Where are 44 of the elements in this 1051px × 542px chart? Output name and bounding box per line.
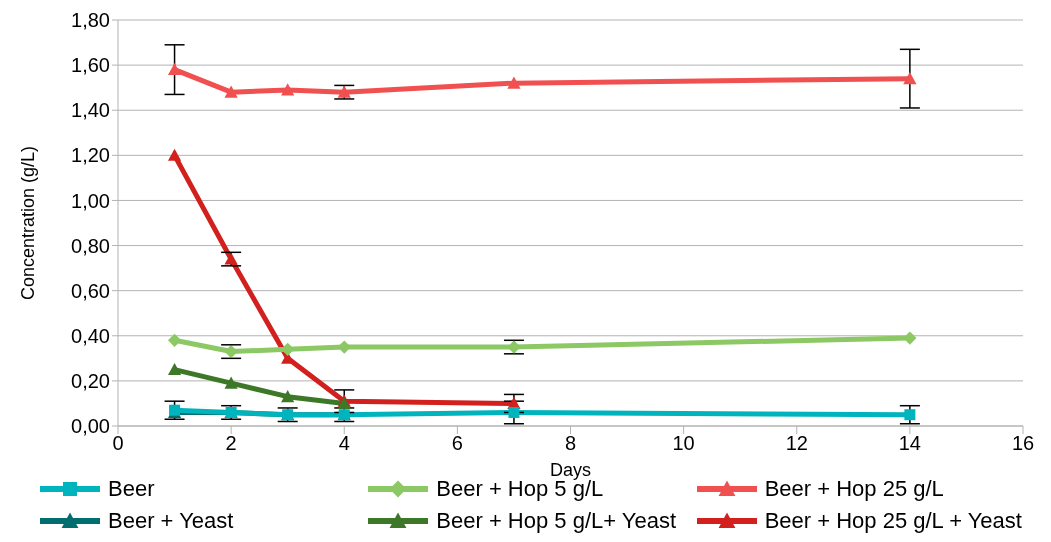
y-tick-label: 1,60: [71, 54, 110, 77]
point: [904, 409, 916, 421]
point: [224, 376, 238, 389]
y-tick-label: 1,80: [71, 9, 110, 32]
point: [224, 344, 238, 359]
x-tick-label: 8: [564, 432, 577, 455]
y-tick-label: 0,80: [71, 234, 110, 257]
x-tick-label: 16: [1011, 432, 1035, 455]
legend-label: Beer + Hop 5 g/L+ Yeast: [436, 508, 677, 534]
point: [224, 85, 238, 98]
point: [167, 148, 182, 161]
x-axis-title: Days: [549, 460, 592, 480]
x-tick-label: 10: [672, 432, 695, 455]
point: [224, 252, 238, 265]
point: [507, 76, 521, 89]
x-tick-label: 6: [451, 432, 463, 455]
y-tick-label: 0,60: [71, 279, 110, 302]
y-tick-label: 1,00: [71, 189, 110, 212]
point: [337, 85, 351, 98]
point: [507, 340, 521, 354]
x-tick-label: 2: [225, 432, 237, 455]
point: [508, 406, 520, 418]
point: [167, 63, 182, 76]
y-tick-label: 0,40: [71, 324, 110, 347]
point: [903, 331, 917, 345]
legend-label: Beer: [108, 476, 155, 502]
x-tick-label: 4: [338, 432, 350, 455]
legend-label: Beer + Yeast: [108, 508, 234, 534]
legend-label: Beer + Hop 25 g/L: [764, 476, 944, 502]
x-tick-label: 0: [112, 432, 124, 455]
point: [281, 390, 295, 403]
point: [167, 333, 182, 347]
y-tick-label: 1,40: [71, 99, 110, 122]
y-tick-label: 0,20: [71, 369, 110, 392]
x-tick-label: 12: [785, 432, 808, 455]
point: [281, 83, 295, 96]
point: [167, 363, 182, 376]
point: [281, 342, 295, 356]
point: [903, 72, 917, 85]
y-axis-title: Concentration (g/L): [18, 145, 39, 301]
legend-label: Beer + Hop 25 g/L + Yeast: [764, 508, 1022, 534]
x-tick-label: 14: [898, 432, 921, 455]
y-tick-label: 1,20: [71, 144, 110, 167]
y-tick-label: 0,00: [71, 415, 110, 438]
